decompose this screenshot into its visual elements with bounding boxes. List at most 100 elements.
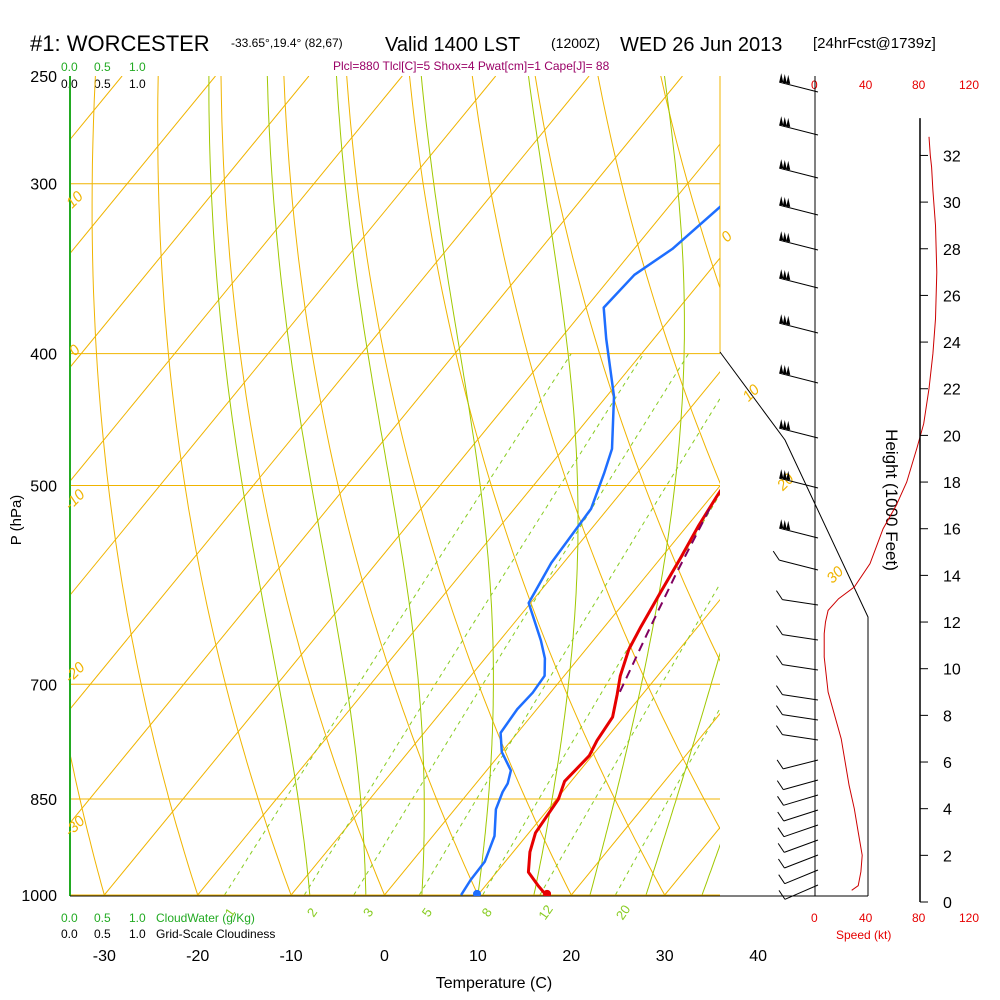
cloudiness-tick: 0.5 [94,77,111,91]
temperature-tick-label: 30 [656,948,674,965]
wind-speed-line [823,136,938,891]
wind-barb-staff [779,277,819,289]
wind-barb-flag [786,270,791,280]
wind-barb-staff [783,809,819,822]
speed-tick: 40 [859,911,873,925]
height-tick-label: 14 [943,568,961,585]
wind-barb-flag [782,270,787,280]
isotherm-line [852,76,1000,895]
station-title: #1: WORCESTER [30,31,210,56]
wind-barb-flag [782,470,787,480]
wind-barb-staff [779,322,819,334]
isotherm-line [70,76,403,483]
wind-barb-flag [782,197,787,207]
moist-adiabat-line [528,76,579,896]
parcel-line [618,508,711,694]
height-tick-label: 12 [943,615,961,632]
wind-barb-staff [779,372,819,384]
isotherm-label: 0 [66,341,84,359]
mixing-ratio-label: 3 [360,905,376,920]
dry-adiabat-line [966,52,1000,924]
wind-barb-feather [777,796,784,806]
cloudiness-tick: 1.0 [129,927,146,941]
cloudwater-tick: 1.0 [129,911,146,925]
pressure-tick-label: 250 [30,69,57,86]
dry-adiabat-line [157,76,293,896]
wind-barb-flag [782,232,787,242]
height-tick-label: 2 [943,848,952,865]
wind-barb-flag [779,364,784,374]
wind-barb-staff [783,779,819,791]
cloudwater-top-ticks: 0.0 0.5 1.0 [61,60,146,74]
forecast-info: [24hrFcst@1739z] [813,35,936,52]
height-tick-label: 32 [943,148,961,165]
isotherm-line [70,76,310,369]
wind-barb-flag [782,315,787,325]
wind-barb-flag [786,520,791,530]
cloudiness-label: Grid-Scale Cloudiness [156,927,275,941]
wind-barb-flag [779,314,784,324]
isotherm-label: 10 [739,381,763,405]
mixing-ratio-line [418,397,720,896]
wind-barb-staff [782,634,819,641]
moist-adiabat-line [420,76,494,896]
height-tick-label: 26 [943,288,961,305]
wind-barb-flag [782,117,787,127]
pressure-tick-label: 850 [30,792,57,809]
wind-barb-feather [775,655,783,665]
indices-line: Plcl=880 Tlcl[C]=5 Shox=4 Pwat[cm]=1 Cap… [333,59,610,73]
wind-barb-staff [779,204,819,216]
pressure-grid [70,76,721,896]
wind-barb-staff [784,869,819,885]
speed-tick: 120 [959,911,979,925]
wind-barb-staff [783,824,819,838]
wind-barb-flag [786,315,791,325]
wind-barb-feather [775,590,783,600]
moist-adiabat-line [266,76,367,895]
height-tick-label: 20 [943,428,961,445]
temperature-surface-point [543,889,552,896]
speed-axis-bottom: 0 40 80 120 Speed (kt) [811,911,979,942]
temperature-tick-label: 20 [562,948,580,965]
dry-adiabat-line [91,76,199,896]
wind-barb-flag [786,470,791,480]
isotherm-label: 10 [63,188,87,212]
valid-time: Valid 1400 LST [385,34,520,56]
plot-frame [69,76,869,897]
height-tick-label: 6 [943,755,952,772]
height-axis-label: Height (1000 Feet) [882,429,901,571]
wind-barb-feather [777,811,785,822]
moist-adiabat-line [208,76,311,896]
isotherm-line [0,76,29,895]
wind-barb-feather [776,759,784,770]
wind-barb-flag [786,74,791,84]
temperature-tick-label: 10 [469,948,487,965]
wind-barb-feather [777,843,785,853]
height-tick-label: 10 [943,662,961,679]
dry-adiabat-line [346,76,573,896]
cloudwater-label: CloudWater (g/Kg) [156,911,255,925]
wind-barb-staff [782,734,819,741]
speed-tick: 0 [811,911,818,925]
wind-barb-feather [775,685,783,695]
wind-barb-staff [779,239,819,251]
wind-barb-flag [782,160,787,170]
cloudwater-tick: 1.0 [129,60,146,74]
mixing-ratio-label: 20 [613,902,634,922]
wind-barb-flag [786,420,791,430]
isotherm-label: 0 [718,227,736,245]
height-tick-label: 28 [943,242,961,259]
mixing-ratio-label: 8 [478,905,494,920]
cloudiness-tick: 0.5 [94,927,111,941]
dewpoint-surface-point [473,889,482,896]
pressure-tick-label: 400 [30,347,57,364]
wind-barb-staff [784,839,819,853]
wind-barb-feather [778,874,786,884]
cloudwater-tick: 0.5 [94,911,111,925]
height-tick-label: 30 [943,195,961,212]
wind-barb-flag [779,73,784,83]
wind-barb-staff [779,81,819,93]
isotherm-line [70,76,216,255]
height-tick-label: 16 [943,522,961,539]
